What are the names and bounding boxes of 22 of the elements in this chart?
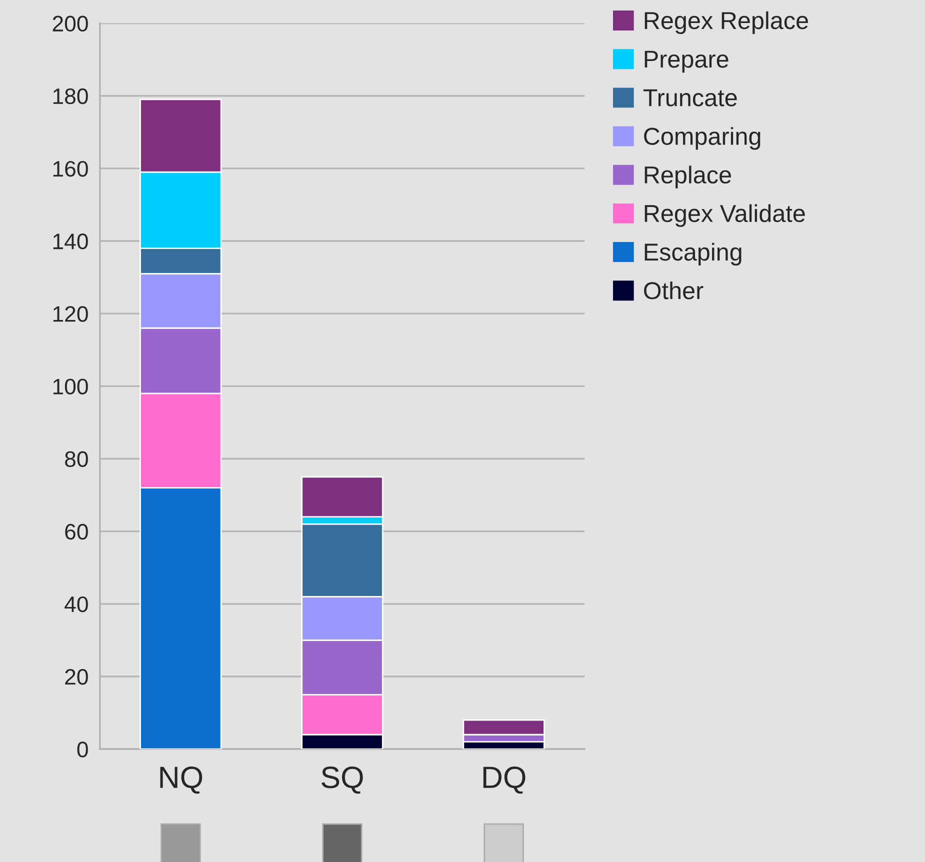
legend-label: Prepare [644,50,728,73]
y-tick-label: 120 [53,306,88,322]
y-tick-label: 160 [53,160,88,177]
legend-label: Truncate [643,89,737,106]
x-tick-label: NQ [160,766,202,794]
x-tick-label: SQ [322,766,363,794]
legend-label: Regex Replace [644,11,808,34]
legend-label: Regex Validate [644,204,805,227]
y-tick-label: 200 [52,16,88,32]
y-tick-label: 40 [64,596,88,612]
y-tick-label: 180 [53,88,88,104]
legend-label: Escaping [644,242,742,266]
legend-label: Comparing [644,127,760,150]
x-tick-label: DQ [483,766,526,794]
y-tick-label: 60 [65,524,88,540]
y-tick-label: 100 [53,378,88,394]
legend-label: Replace [644,166,731,188]
y-tick-label: 140 [53,234,88,250]
y-tick-label: 80 [65,451,88,468]
y-tick-label: 20 [65,669,88,685]
legend-label: Other [644,281,704,300]
y-tick-label: 0 [77,742,88,758]
